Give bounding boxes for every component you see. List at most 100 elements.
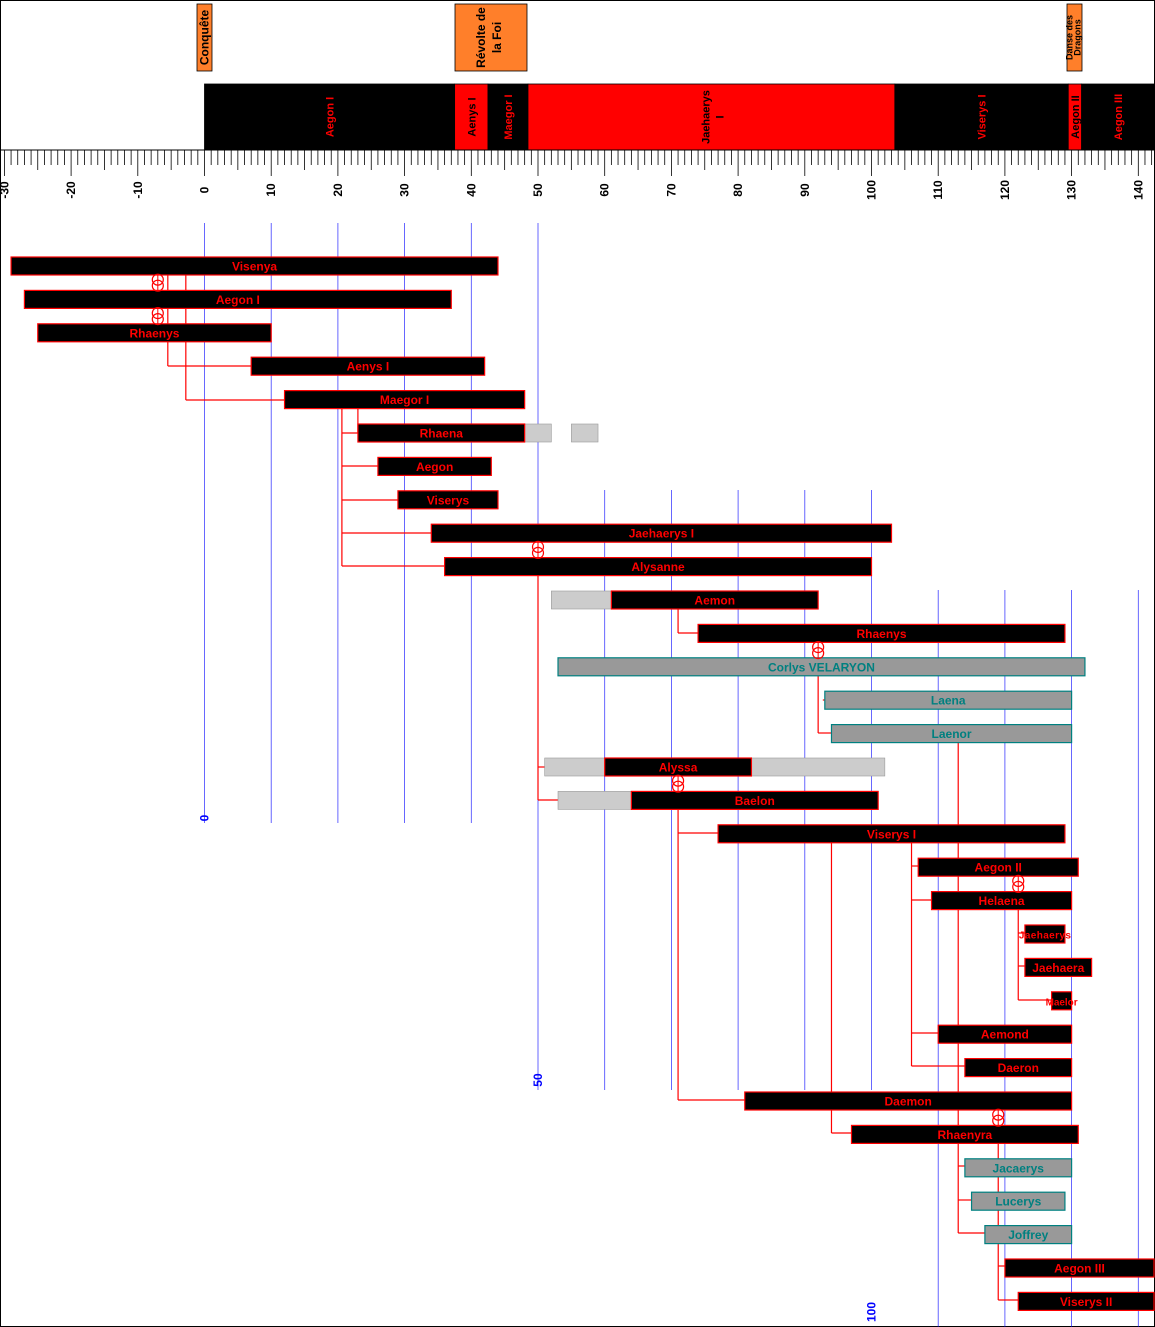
person-name: Rhaenyra <box>938 1128 993 1142</box>
person-bar <box>377 456 492 476</box>
event-label: Danse des <box>1065 15 1075 60</box>
event-label: Conquête <box>198 10 212 66</box>
uncertain-span <box>551 590 612 610</box>
person-name: Rhaena <box>420 427 464 441</box>
[object SVGGElement]: Viserys I <box>977 94 989 139</box>
person-bar <box>397 490 499 510</box>
uncertain-span <box>571 423 599 443</box>
reign-label: I <box>714 115 726 118</box>
person-bar <box>10 256 499 276</box>
person-name: Alysanne <box>631 560 685 574</box>
year-axis: -30 -20 -10 0 10 20 30 40 50 60 70 80 90 100 110 120 130… <box>0 149 1155 200</box>
person-bar <box>430 523 893 543</box>
person-bar <box>697 623 1066 644</box>
reign-band <box>1081 83 1155 151</box>
axis-tick-label: 40 <box>464 183 478 197</box>
person-bar <box>964 1158 1073 1178</box>
event-box <box>1066 3 1083 72</box>
person-name: Viserys II <box>1060 1295 1113 1309</box>
uncertain-span <box>751 757 886 777</box>
person-name: Viserys I <box>867 827 916 841</box>
axis-tick-label: 100 <box>865 180 879 200</box>
event-box <box>196 3 213 72</box>
person-bar <box>964 1057 1073 1078</box>
event-box <box>454 3 528 72</box>
person-name: Visenya <box>232 260 277 274</box>
[object SVGGElement]: Aegon III <box>1113 94 1125 140</box>
axis-tick-label: 20 <box>331 183 345 197</box>
person-bar <box>717 824 1066 844</box>
person-bar <box>444 556 873 577</box>
marriage-markers <box>151 273 1025 1127</box>
marker-label: 100 <box>865 1302 879 1322</box>
person-name: Viserys <box>427 493 470 507</box>
person-name: Aegon <box>416 460 453 474</box>
uncertain-span <box>557 791 632 810</box>
marker-label: 50 <box>531 1073 545 1087</box>
person-bar <box>23 289 452 309</box>
person-name: Baelon <box>735 794 775 808</box>
person-bar <box>610 590 819 610</box>
person-bar <box>984 1224 1073 1245</box>
person-name: Aegon III <box>1054 1262 1105 1276</box>
person-bar <box>1024 957 1093 978</box>
person-name: Jaehaerys <box>1019 931 1071 942</box>
person-name: Laena <box>931 694 966 708</box>
axis-tick-label: 80 <box>731 183 745 197</box>
axis-tick-label: -20 <box>64 181 78 199</box>
person-name: Aegon II <box>975 861 1022 875</box>
person-bar <box>917 857 1079 877</box>
header-band: Conquête Révolte de la Foi Danse desDragons… <box>196 3 1155 151</box>
person-name: Rhaenys <box>129 326 179 340</box>
axis-tick-label: 70 <box>664 183 678 197</box>
person-name: Aegon I <box>216 293 260 307</box>
person-name: Corlys VELARYON <box>768 660 875 674</box>
person-bar <box>850 1124 1079 1145</box>
reign-band <box>487 83 529 151</box>
person-name: Maegor I <box>380 393 429 407</box>
axis-tick-label: 90 <box>798 183 812 197</box>
axis-tick-label: 140 <box>1131 180 1145 200</box>
[object SVGGElement]: Maegor I <box>503 94 515 139</box>
person-name: Jacaerys <box>993 1161 1045 1175</box>
person-name: Laenor <box>932 727 972 741</box>
reign-band <box>527 83 896 151</box>
axis-tick-label: -10 <box>131 181 145 199</box>
event-label: Dragons <box>1073 19 1083 56</box>
person-name: Maelor <box>1046 997 1078 1008</box>
axis-tick-label: 0 <box>198 186 212 193</box>
person-name: Rhaenys <box>856 627 906 641</box>
axis-tick-label: 10 <box>264 183 278 197</box>
person-bar <box>830 723 1073 744</box>
person-bar <box>930 890 1073 911</box>
event-label: Révolte de <box>474 7 488 68</box>
[object SVGGElement]: Aegon I <box>325 97 337 137</box>
person-name: Aenys I <box>347 360 390 374</box>
axis-tick-label: 30 <box>398 183 412 197</box>
person-bar <box>1024 924 1066 944</box>
person-name: Lucerys <box>995 1195 1041 1209</box>
[object SVGGElement]: Aenys I <box>466 97 478 136</box>
person-name: Aemon <box>694 594 735 608</box>
uncertain-span <box>544 757 605 777</box>
person-bar <box>937 1024 1073 1044</box>
person-name: Joffrey <box>1008 1228 1048 1242</box>
axis-tick-label: -30 <box>0 181 11 199</box>
person-bar <box>357 423 526 443</box>
person-bar <box>970 1191 1066 1211</box>
person-bars: Visenya Aegon I Rhaenys Aenys I Maegor I Rhae… <box>10 256 1155 1312</box>
reign-band <box>894 83 1069 151</box>
person-bar <box>744 1091 1073 1111</box>
person-name: Alyssa <box>659 761 698 775</box>
axis-tick-label: 120 <box>998 180 1012 200</box>
event-label: la Foi <box>490 22 504 53</box>
marker-label: 0 <box>198 814 212 821</box>
axis-tick-label: 60 <box>598 183 612 197</box>
person-name: Jaehaera <box>1032 961 1084 975</box>
person-name: Aemond <box>981 1028 1029 1042</box>
person-name: Daemon <box>885 1095 932 1109</box>
person-bar <box>283 390 526 410</box>
person-name: Helaena <box>979 894 1025 908</box>
uncertain-span <box>524 423 552 443</box>
